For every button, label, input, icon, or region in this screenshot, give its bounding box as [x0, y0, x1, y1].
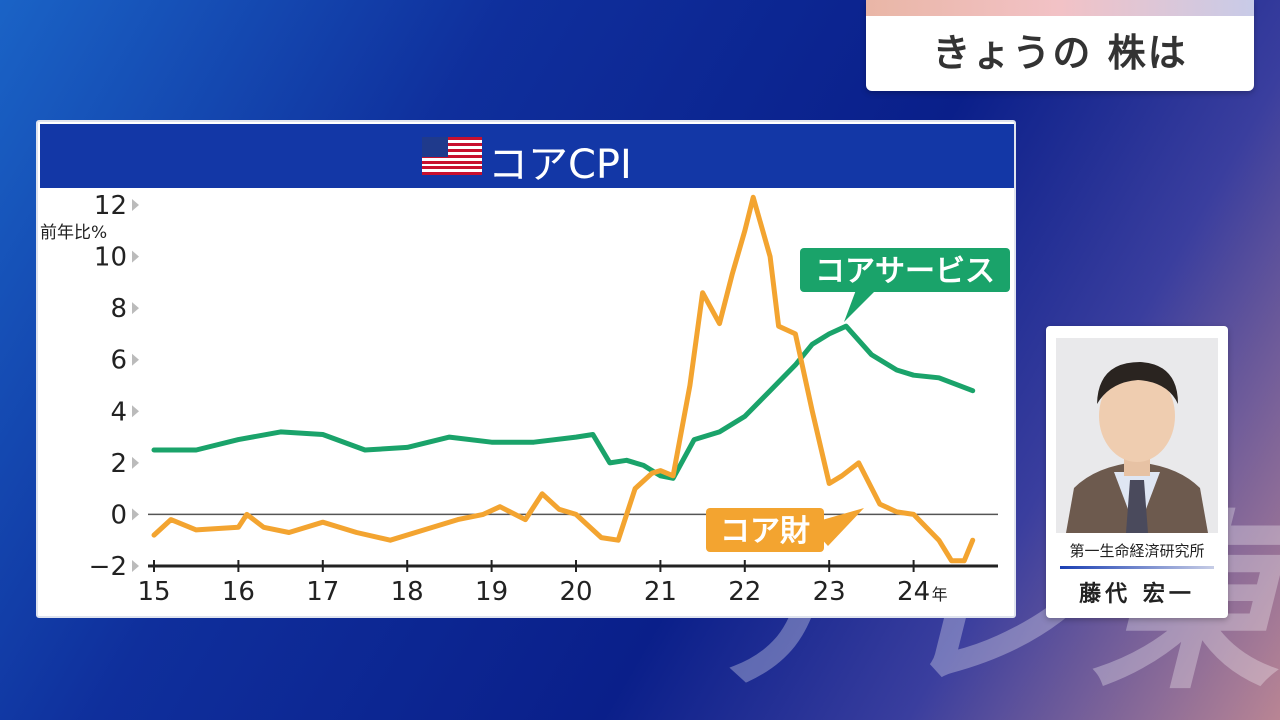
x-axis-unit: 年: [932, 585, 948, 604]
y-tick-label: −2: [89, 552, 127, 582]
x-tick-label: 15: [137, 577, 170, 607]
program-title: きょうの 株は: [932, 31, 1188, 75]
x-tick-label: 21: [644, 577, 677, 607]
y-tick-label: 12: [94, 191, 127, 221]
guest-card: 第一生命経済研究所 藤代 宏一: [1046, 326, 1228, 618]
y-tick-label: 4: [110, 397, 127, 427]
y-tick-marker: [132, 456, 139, 469]
y-tick-marker: [132, 508, 139, 521]
core-services-callout-pointer: [844, 290, 876, 322]
x-tick-label: 23: [813, 577, 846, 607]
y-tick-marker: [132, 199, 139, 211]
y-tick-label: 0: [110, 500, 127, 530]
y-tick-label: 2: [110, 449, 127, 479]
y-tick-marker: [132, 405, 139, 418]
guest-affiliation: 第一生命経済研究所: [1069, 542, 1205, 560]
program-title-strip: [866, 0, 1254, 16]
x-tick-label: 18: [391, 577, 424, 607]
y-tick-label: 8: [110, 294, 127, 324]
x-tick-label: 17: [306, 577, 339, 607]
guest-photo: [1056, 338, 1218, 533]
chart-card: 12 10 8 6 4 2 0 −2 前年比% 15 16 17 18 19 20 21 22 23 24 年コアサー…: [36, 120, 1016, 618]
guest-divider: [1060, 566, 1214, 569]
y-tick-label: 6: [110, 346, 127, 376]
chart-title: コアCPI: [488, 142, 632, 188]
core-services-callout-box: [800, 248, 1010, 292]
program-title-box: きょうの 株は: [866, 0, 1254, 91]
us-flag-icon: [422, 137, 482, 175]
y-axis-label: 前年比%: [40, 223, 107, 243]
x-tick-label: 22: [728, 577, 761, 607]
y-tick-label: 10: [94, 243, 127, 273]
x-tick-label: 20: [559, 577, 592, 607]
y-tick-marker: [132, 560, 139, 572]
core-goods-label: コア財: [720, 514, 810, 549]
series-line-core-services: [151, 323, 976, 481]
series-line-core-goods: [151, 194, 976, 564]
x-tick-label: 16: [222, 577, 255, 607]
core-services-label: コアサービス: [815, 254, 995, 289]
x-tick-label: 24: [897, 577, 930, 607]
chart-header: コアCPI: [40, 124, 1014, 188]
core-goods-callout-box: [706, 508, 824, 552]
guest-name: 藤代 宏一: [1079, 582, 1195, 607]
x-tick-label: 19: [475, 577, 508, 607]
y-tick-marker: [132, 353, 139, 366]
y-tick-marker: [132, 302, 139, 315]
y-tick-marker: [132, 250, 139, 263]
